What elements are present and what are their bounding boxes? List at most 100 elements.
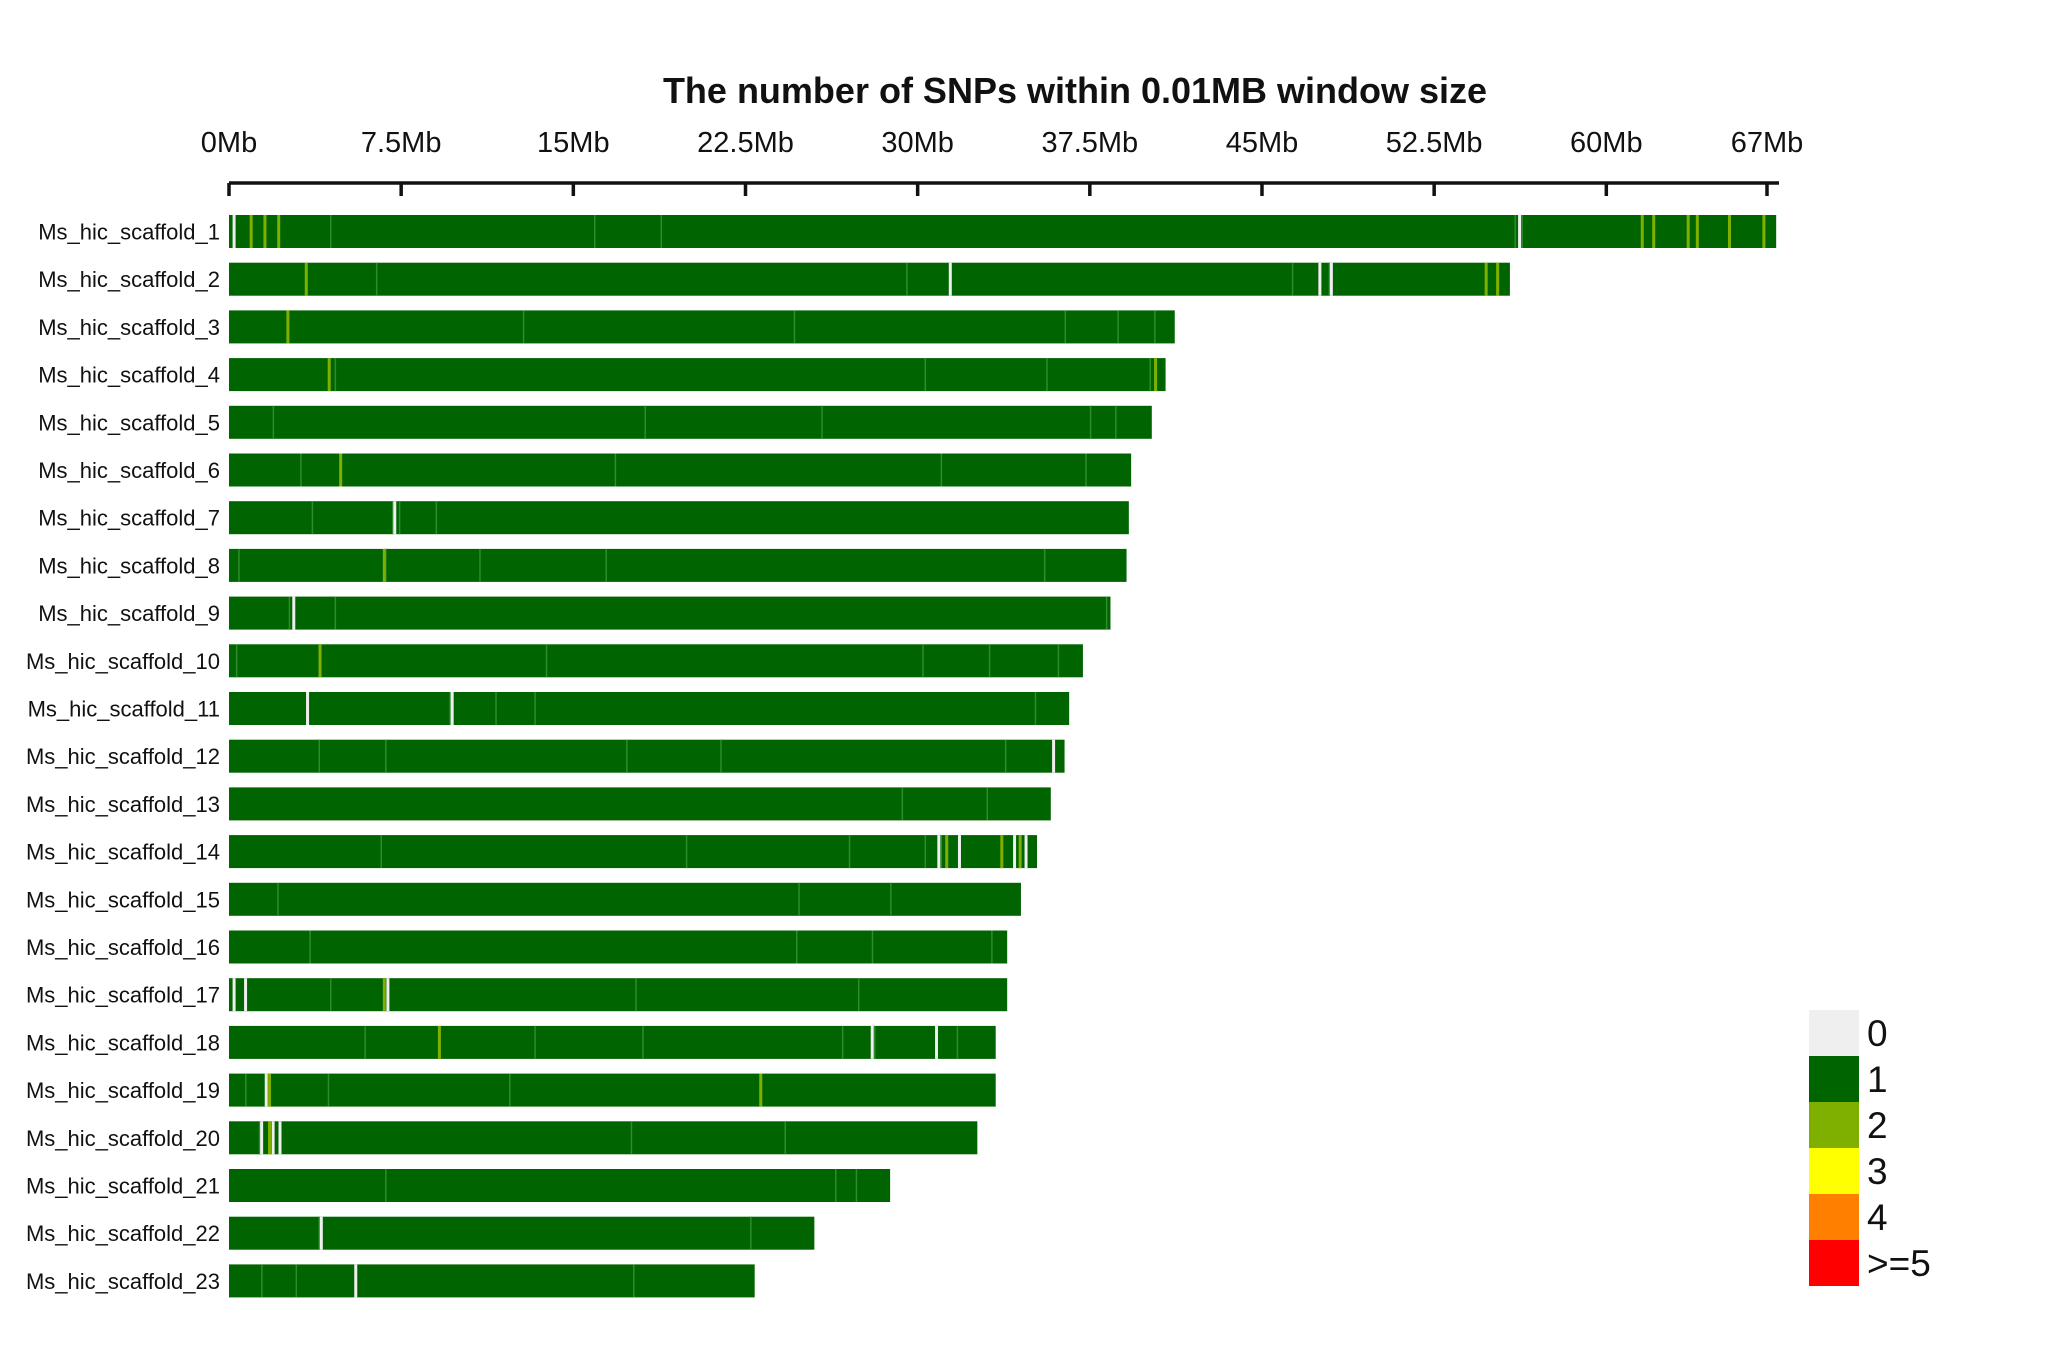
density-2-window [1496, 262, 1500, 296]
window-divider [750, 1216, 752, 1250]
window-divider [1004, 739, 1007, 773]
window-divider [509, 1073, 511, 1107]
window-divider [635, 978, 637, 1012]
window-divider [1046, 358, 1048, 392]
window-divider [364, 1025, 366, 1059]
window-divider [986, 787, 989, 821]
scaffold-label: Ms_hic_scaffold_3 [38, 315, 220, 340]
scaffold-row: Ms_hic_scaffold_13 [26, 787, 1051, 821]
density-2-window [286, 310, 290, 344]
scaffold-row: Ms_hic_scaffold_16 [26, 930, 1008, 964]
density-2-window [382, 978, 386, 1012]
density-0-window [870, 1025, 874, 1059]
density-0-window [264, 1073, 268, 1107]
x-tick-label: 15Mb [537, 127, 610, 159]
window-divider [235, 644, 238, 678]
scaffold-bar [229, 835, 1038, 869]
legend-label: 3 [1867, 1151, 1888, 1192]
density-2-window [318, 644, 322, 678]
scaffold-label: Ms_hic_scaffold_23 [26, 1269, 220, 1294]
scaffold-row: Ms_hic_scaffold_1 [38, 215, 1777, 248]
scaffold-bar [229, 787, 1051, 821]
density-2-window [268, 1073, 272, 1107]
window-divider [1089, 405, 1092, 439]
density-2-window [1000, 835, 1004, 869]
scaffold-row: Ms_hic_scaffold_23 [26, 1264, 755, 1298]
scaffold-row: Ms_hic_scaffold_19 [26, 1073, 996, 1107]
scaffold-bar [229, 1073, 996, 1107]
density-0-window [278, 1121, 282, 1155]
window-divider [398, 501, 401, 535]
scaffold-label: Ms_hic_scaffold_7 [38, 506, 220, 531]
legend-label: 0 [1867, 1013, 1888, 1054]
density-0-window [393, 501, 397, 535]
window-divider [495, 692, 497, 725]
window-divider [940, 835, 943, 869]
scaffold-label: Ms_hic_scaffold_18 [26, 1030, 220, 1055]
window-divider [330, 978, 332, 1012]
window-divider [375, 262, 378, 296]
window-divider [545, 644, 548, 678]
window-divider [901, 787, 904, 821]
scaffold-label: Ms_hic_scaffold_8 [38, 553, 220, 578]
window-divider [685, 835, 688, 869]
density-0-window [957, 835, 961, 869]
scaffold-bar [229, 596, 1111, 630]
scaffold-label: Ms_hic_scaffold_4 [38, 363, 220, 388]
scaffold-bar [229, 358, 1166, 392]
window-divider [720, 739, 722, 773]
window-divider [449, 692, 451, 725]
window-divider [855, 1169, 858, 1202]
window-divider [334, 596, 337, 630]
window-divider [924, 835, 927, 869]
window-divider [1057, 644, 1060, 678]
window-divider [922, 644, 924, 678]
density-0-window [1052, 739, 1056, 773]
scaffold-row: Ms_hic_scaffold_11 [28, 692, 1070, 725]
density-2-window [437, 1025, 441, 1059]
window-divider [1117, 310, 1119, 344]
scaffold-row: Ms_hic_scaffold_6 [38, 453, 1132, 487]
x-tick-label: 7.5Mb [361, 127, 442, 159]
window-divider [991, 930, 993, 964]
density-2-window [1652, 215, 1656, 248]
scaffold-label: Ms_hic_scaffold_12 [26, 744, 220, 769]
window-divider [534, 1025, 536, 1059]
window-divider [1105, 596, 1108, 630]
window-divider [435, 501, 438, 535]
scaffold-label: Ms_hic_scaffold_11 [28, 697, 220, 722]
legend-label: >=5 [1867, 1243, 1931, 1284]
scaffold-label: Ms_hic_scaffold_2 [38, 267, 220, 292]
window-divider [1514, 215, 1516, 248]
window-divider [1034, 692, 1037, 725]
window-divider [924, 358, 927, 392]
window-divider [534, 692, 536, 725]
window-divider [245, 1073, 247, 1107]
scaffold-row: Ms_hic_scaffold_22 [26, 1216, 815, 1250]
scaffold-bar [229, 1169, 891, 1202]
window-divider [334, 358, 337, 392]
scaffold-bar [229, 1121, 978, 1155]
scaffold-row: Ms_hic_scaffold_18 [26, 1025, 996, 1059]
x-tick-label: 60Mb [1570, 127, 1643, 159]
legend-swatch [1809, 1056, 1859, 1102]
scaffold-label: Ms_hic_scaffold_9 [38, 601, 220, 626]
density-2-window [1154, 358, 1158, 392]
density-2-window [1762, 215, 1766, 248]
window-divider [821, 405, 823, 439]
window-divider [793, 310, 796, 344]
scaffold-bar [229, 310, 1175, 344]
scaffold-label: Ms_hic_scaffold_19 [26, 1078, 220, 1103]
density-0-window [292, 596, 296, 630]
scaffold-row: Ms_hic_scaffold_17 [26, 978, 1008, 1012]
window-divider [605, 548, 607, 582]
window-divider [906, 262, 908, 296]
scaffold-row: Ms_hic_scaffold_20 [26, 1121, 978, 1155]
scaffold-bar [229, 548, 1127, 582]
scaffold-row: Ms_hic_scaffold_5 [38, 405, 1152, 439]
density-2-window [327, 358, 331, 392]
window-divider [385, 739, 387, 773]
scaffold-bar [229, 692, 1070, 725]
density-2-window [1018, 835, 1022, 869]
